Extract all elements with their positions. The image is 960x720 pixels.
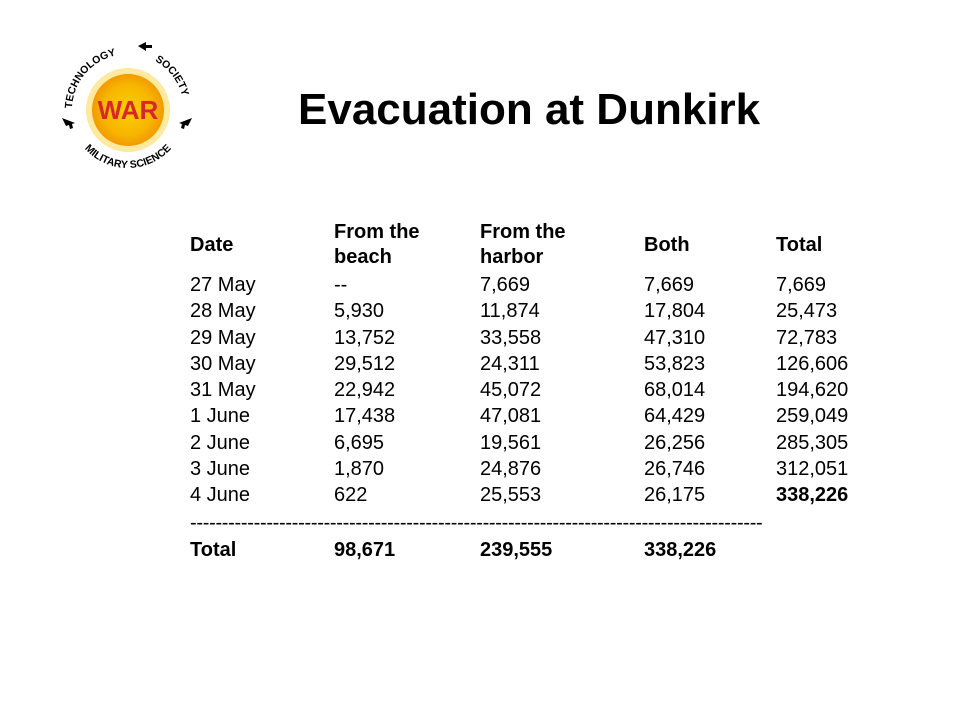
table-cell: 28 May (190, 300, 256, 323)
table-cell: -- (334, 274, 348, 296)
logo-war-text: WAR (98, 95, 159, 125)
war-logo: WAR TECHNOLOGY SOCIETY MILITARY SCIENCE (62, 42, 192, 171)
table-cell: 25,553 (480, 484, 542, 507)
table-cell: 24,311 (480, 352, 540, 375)
table-cell: Total (190, 538, 237, 561)
table-row: 1 June 17,438 47,081 64,429 259,049 (190, 403, 880, 429)
table-cell: 5,930 (334, 300, 385, 323)
table-cell: 47,310 (644, 326, 706, 349)
table-cell: 194,620 (776, 379, 849, 402)
table-cell: 26,746 (644, 458, 706, 481)
table-cell: 27 May (190, 274, 256, 296)
table-cell: 622 (334, 484, 368, 507)
table-cell: 13,752 (334, 326, 396, 349)
table-cell: 31 May (190, 379, 256, 402)
table-row: 28 May 5,930 11,874 17,804 25,473 (190, 298, 880, 324)
table-cell: 98,671 (334, 538, 396, 561)
table-cell: 7,669 (644, 274, 695, 296)
table-cell: 4 June (190, 484, 251, 507)
table-cell: 3 June (190, 458, 251, 481)
arrow-icon (179, 118, 192, 129)
arrow-icon (62, 118, 75, 129)
table-cell: 33,558 (480, 326, 542, 349)
column-header: Both (644, 234, 690, 256)
table-cell: 68,014 (644, 379, 706, 402)
table-cell: 259,049 (776, 405, 849, 428)
table-cell: 17,804 (644, 300, 706, 323)
table-cell: 2 June (190, 431, 251, 454)
table-cell: 126,606 (776, 352, 849, 375)
column-header: From the beach (334, 221, 420, 268)
table-row: 30 May 29,512 24,311 53,823 126,606 (190, 351, 880, 377)
table-cell: 30 May (190, 352, 256, 375)
table-cell: 47,081 (480, 405, 542, 428)
table-cell: 53,823 (644, 352, 706, 375)
arrow-icon (138, 42, 152, 51)
table-row: 3 June 1,870 24,876 26,746 312,051 (190, 456, 880, 482)
table-cell: 64,429 (644, 405, 706, 428)
table-cell: 7,669 (776, 274, 827, 296)
grand-total-cell: 338,226 (776, 484, 849, 507)
table-row: 29 May 13,752 33,558 47,310 72,783 (190, 325, 880, 351)
column-header: From the harbor (480, 221, 566, 268)
table-cell: 29 May (190, 326, 256, 349)
table-cell: 26,175 (644, 484, 706, 507)
table-row: 27 May -- 7,669 7,669 7,669 (190, 272, 880, 298)
table-cell: 19,561 (480, 431, 542, 454)
evacuation-table: Date From the beach From the harbor Both… (190, 220, 880, 563)
table-cell: 6,695 (334, 431, 385, 454)
table-cell: 312,051 (776, 458, 849, 481)
table-cell: 22,942 (334, 379, 396, 402)
table-row: 4 June 622 25,553 26,175 338,226 (190, 482, 880, 508)
table-cell: 45,072 (480, 379, 542, 402)
table-cell: 338,226 (644, 538, 717, 561)
page-title: Evacuation at Dunkirk (298, 85, 761, 134)
table-cell: 1,870 (334, 458, 385, 481)
table-cell: 17,438 (334, 405, 396, 428)
sun-icon (92, 74, 164, 146)
table-row: 2 June 6,695 19,561 26,256 285,305 (190, 430, 880, 456)
table-separator: ----------------------------------------… (190, 511, 763, 534)
column-header: Total (776, 234, 823, 256)
table-cell: 72,783 (776, 326, 838, 349)
table-cell: 11,874 (480, 300, 540, 323)
table-cell: 25,473 (776, 300, 838, 323)
table-cell: 26,256 (644, 431, 706, 454)
column-header: Date (190, 234, 234, 256)
table-cell: 285,305 (776, 431, 849, 454)
table-cell: 239,555 (480, 538, 553, 561)
table-row: 31 May 22,942 45,072 68,014 194,620 (190, 377, 880, 403)
table-cell: 7,669 (480, 274, 531, 296)
table-total-row: Total 98,671 239,555 338,226 (190, 537, 880, 563)
table-cell: 29,512 (334, 352, 396, 375)
table-cell: 1 June (190, 405, 251, 428)
table-cell: 24,876 (480, 458, 542, 481)
table-header-row: Date From the beach From the harbor Both… (190, 220, 880, 272)
